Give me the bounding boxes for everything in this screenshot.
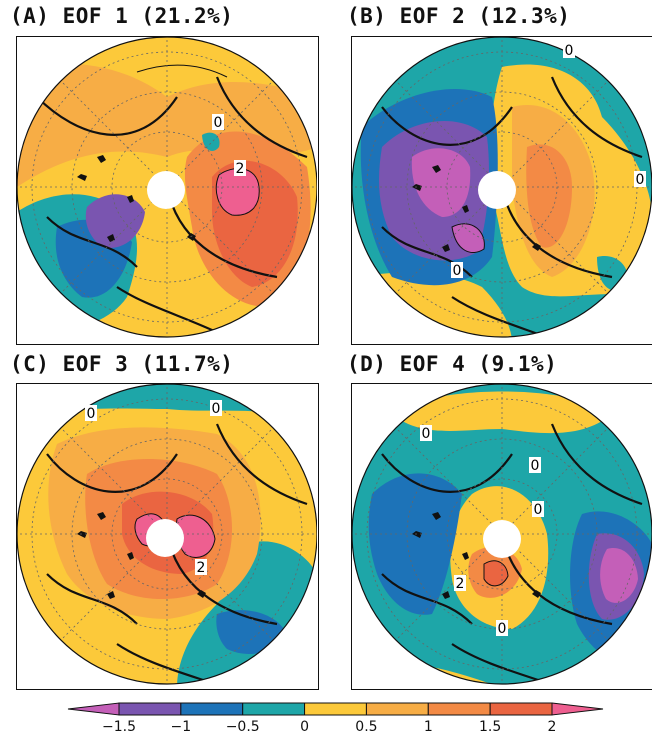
contour-label-d-2: 2	[454, 575, 466, 592]
svg-text:0: 0	[453, 263, 462, 279]
contour-label-d-0-c: 0	[532, 501, 544, 518]
panel-a-title: (A) EOF 1 (21.2%)	[10, 4, 234, 28]
colorbar-swatches	[67, 702, 604, 716]
panel-b: 0 0 0	[351, 36, 652, 345]
colorbar-tick-label: 0.5	[355, 719, 377, 735]
colorbar-tick-label: 2	[548, 719, 557, 735]
contour-label-a-0: 0	[212, 114, 224, 131]
svg-text:0: 0	[565, 43, 574, 59]
coastlines-a	[36, 76, 308, 337]
colorbar-tick-label: −1	[171, 719, 192, 735]
fill-b-pos1	[526, 144, 572, 248]
contour-label-d-0-d: 0	[496, 620, 508, 637]
pole-hole-b	[478, 171, 516, 209]
panel-b-map: 0 0 0	[352, 37, 652, 343]
contour-label-d-0-b: 0	[529, 457, 541, 474]
contour-label-b-0-right: 0	[634, 171, 646, 188]
pole-hole-c	[146, 519, 184, 557]
contour-label-d-0-a: 0	[420, 425, 432, 442]
panel-d: 0 0 0 2 0	[351, 383, 652, 690]
colorbar-tick-label: 1.5	[479, 719, 501, 735]
svg-text:0: 0	[534, 502, 543, 518]
svg-text:2: 2	[197, 560, 206, 576]
svg-text:0: 0	[212, 401, 221, 417]
contour-label-c-2: 2	[195, 559, 207, 576]
fill-a-neg-small	[202, 132, 220, 151]
colorbar-tick-label: 1	[424, 719, 433, 735]
colorbar-swatch-2	[180, 702, 244, 716]
colorbar-ticks: −1.5 −1 −0.5 0 0.5 1 1.5 2	[102, 719, 556, 735]
colorbar-swatch-8	[551, 702, 604, 716]
colorbar-swatch-3	[242, 702, 306, 716]
colorbar-tick-label: −0.5	[226, 719, 260, 735]
panel-a: 0 2	[16, 36, 319, 345]
svg-text:0: 0	[531, 458, 540, 474]
panel-d-title: (D) EOF 4 (9.1%)	[347, 352, 558, 376]
colorbar-tick-label: −1.5	[102, 719, 136, 735]
svg-text:0: 0	[87, 406, 96, 422]
svg-text:0: 0	[636, 172, 645, 188]
colorbar-swatch-1	[118, 702, 182, 716]
colorbar-swatch-5	[365, 702, 429, 716]
svg-text:0: 0	[498, 621, 507, 637]
contour-label-a-2: 2	[234, 160, 246, 177]
contour-label-b-0-bottom: 0	[451, 262, 463, 279]
panel-c-map: 0 0 2	[17, 384, 317, 688]
panel-c-title: (C) EOF 3 (11.7%)	[10, 352, 234, 376]
panel-a-map: 0 2	[17, 37, 317, 343]
panel-b-title: (B) EOF 2 (12.3%)	[347, 4, 571, 28]
colorbar-swatch-6	[427, 702, 491, 716]
colorbar-swatch-4	[304, 702, 367, 716]
contour-label-b-0-top: 0	[563, 42, 575, 59]
pole-hole-d	[483, 520, 521, 558]
panel-d-map: 0 0 0 2 0	[352, 384, 652, 688]
svg-text:0: 0	[214, 115, 223, 131]
svg-text:2: 2	[236, 161, 245, 177]
fill-d-west-neg1	[368, 473, 462, 615]
colorbar: −1.5 −1 −0.5 0 0.5 1 1.5 2	[67, 702, 604, 735]
contour-label-c-0-left: 0	[85, 405, 97, 422]
panel-c: 0 0 2	[16, 383, 319, 690]
fill-b-neg15b	[451, 223, 485, 253]
fill-b-neg15	[411, 148, 471, 217]
fill-d-east-neg-lt15	[600, 548, 638, 603]
pole-hole-a	[147, 171, 185, 209]
svg-text:0: 0	[422, 426, 431, 442]
fill-a-neg15	[85, 194, 145, 248]
colorbar-swatch-7	[489, 702, 553, 716]
colorbar-swatch-0	[67, 702, 120, 716]
contour-label-c-0-right: 0	[210, 400, 222, 417]
svg-text:2: 2	[456, 576, 465, 592]
colorbar-tick-label: 0	[300, 719, 309, 735]
